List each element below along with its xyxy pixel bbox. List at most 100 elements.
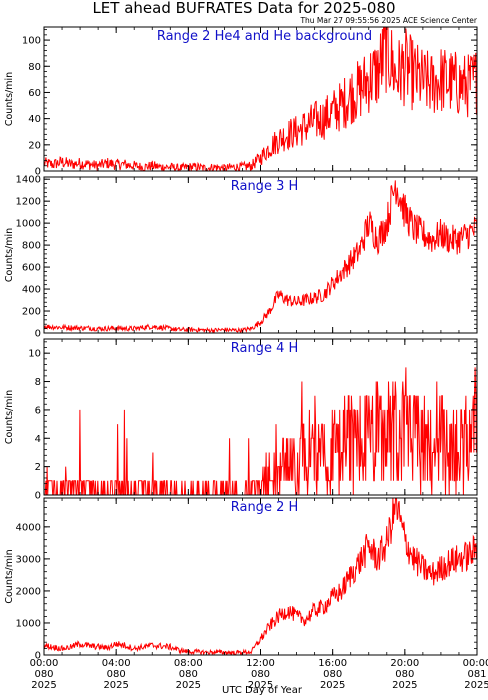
data-point xyxy=(422,234,423,235)
data-point xyxy=(125,645,126,646)
y-axis-label: Counts/min xyxy=(4,390,15,444)
y-tick-label: 8 xyxy=(35,377,41,388)
x-tick-label-doy: 080 xyxy=(179,669,198,680)
x-tick-label-time: 08:00 xyxy=(174,658,203,669)
data-point xyxy=(278,139,279,140)
x-tick-label-time: 12:00 xyxy=(246,658,275,669)
data-point xyxy=(449,81,450,82)
data-point xyxy=(314,610,315,611)
x-axis-label: UTC Day of Year xyxy=(222,685,303,696)
data-point xyxy=(296,302,297,303)
data-point xyxy=(134,165,135,166)
data-point xyxy=(359,562,360,563)
data-point xyxy=(134,489,135,490)
data-point xyxy=(116,643,117,644)
data-point xyxy=(260,480,261,481)
data-point xyxy=(179,490,180,491)
data-point xyxy=(197,167,198,168)
data-point xyxy=(143,327,144,328)
data-point xyxy=(350,445,351,446)
data-point xyxy=(269,473,270,474)
data-point xyxy=(377,441,378,442)
data-point xyxy=(332,597,333,598)
data-point xyxy=(107,647,108,648)
data-point xyxy=(305,462,306,463)
data-point xyxy=(341,105,342,106)
data-point xyxy=(197,651,198,652)
data-point xyxy=(323,606,324,607)
data-point xyxy=(287,610,288,611)
data-point xyxy=(98,165,99,166)
data-point xyxy=(134,648,135,649)
data-point xyxy=(61,161,62,162)
data-point xyxy=(305,299,306,300)
y-tick-label: 40 xyxy=(28,114,41,125)
data-point xyxy=(152,645,153,646)
data-point xyxy=(269,626,270,627)
panel-title: Range 2 H xyxy=(231,500,299,515)
data-point xyxy=(341,449,342,450)
data-point xyxy=(359,445,360,446)
data-point xyxy=(170,646,171,647)
y-tick-label: 0 xyxy=(35,651,41,662)
data-point xyxy=(170,167,171,168)
data-point xyxy=(350,261,351,262)
data-point xyxy=(395,181,396,182)
data-point xyxy=(161,489,162,490)
y-tick-label: 1000 xyxy=(16,618,41,629)
data-point xyxy=(260,157,261,158)
y-tick-label: 2000 xyxy=(16,586,41,597)
data-point xyxy=(413,75,414,76)
x-tick-label-year: 2025 xyxy=(176,680,201,691)
data-point xyxy=(170,489,171,490)
data-point xyxy=(80,643,81,644)
data-point xyxy=(89,164,90,165)
x-tick-label-doy: 080 xyxy=(323,669,342,680)
data-point xyxy=(197,329,198,330)
x-axis-ticks: 00:00080202504:00080202508:00080202512:0… xyxy=(30,658,488,691)
data-point xyxy=(449,562,450,563)
data-point xyxy=(71,327,72,328)
series-line xyxy=(44,498,477,655)
x-tick-label-doy: 080 xyxy=(251,669,270,680)
data-point xyxy=(278,616,279,617)
data-point xyxy=(52,486,53,487)
y-tick-label: 4 xyxy=(35,434,41,445)
y-tick-label: 4000 xyxy=(16,522,41,533)
x-tick-label-year: 2025 xyxy=(248,680,273,691)
data-point xyxy=(152,165,153,166)
data-point xyxy=(80,486,81,487)
data-point xyxy=(341,272,342,273)
data-point xyxy=(143,167,144,168)
data-point xyxy=(52,646,53,647)
data-point xyxy=(278,466,279,467)
y-tick-label: 20 xyxy=(28,140,41,151)
y-tick-label: 1200 xyxy=(16,197,41,208)
data-point xyxy=(341,590,342,591)
y-tick-label: 200 xyxy=(22,307,41,318)
data-point xyxy=(350,574,351,575)
data-point xyxy=(323,456,324,457)
data-point xyxy=(215,652,216,653)
data-point xyxy=(386,46,387,47)
data-point xyxy=(233,330,234,331)
data-point xyxy=(449,446,450,447)
x-tick-label-doy: 080 xyxy=(34,669,53,680)
data-point xyxy=(269,310,270,311)
data-point xyxy=(179,329,180,330)
panel-2: 0 200 400 600 800 1000 1200 1400 Counts/min Range… xyxy=(4,175,478,340)
data-point xyxy=(89,487,90,488)
data-point xyxy=(287,466,288,467)
data-point xyxy=(467,85,468,86)
data-point xyxy=(251,651,252,652)
data-point xyxy=(314,297,315,298)
data-point xyxy=(143,646,144,647)
data-point xyxy=(287,299,288,300)
data-point xyxy=(431,446,432,447)
y-tick-label: 1000 xyxy=(16,219,41,230)
panel-3: 0 2 4 6 8 10 Counts/min Range 4 H xyxy=(4,338,478,502)
data-point xyxy=(296,616,297,617)
data-point xyxy=(116,487,117,488)
